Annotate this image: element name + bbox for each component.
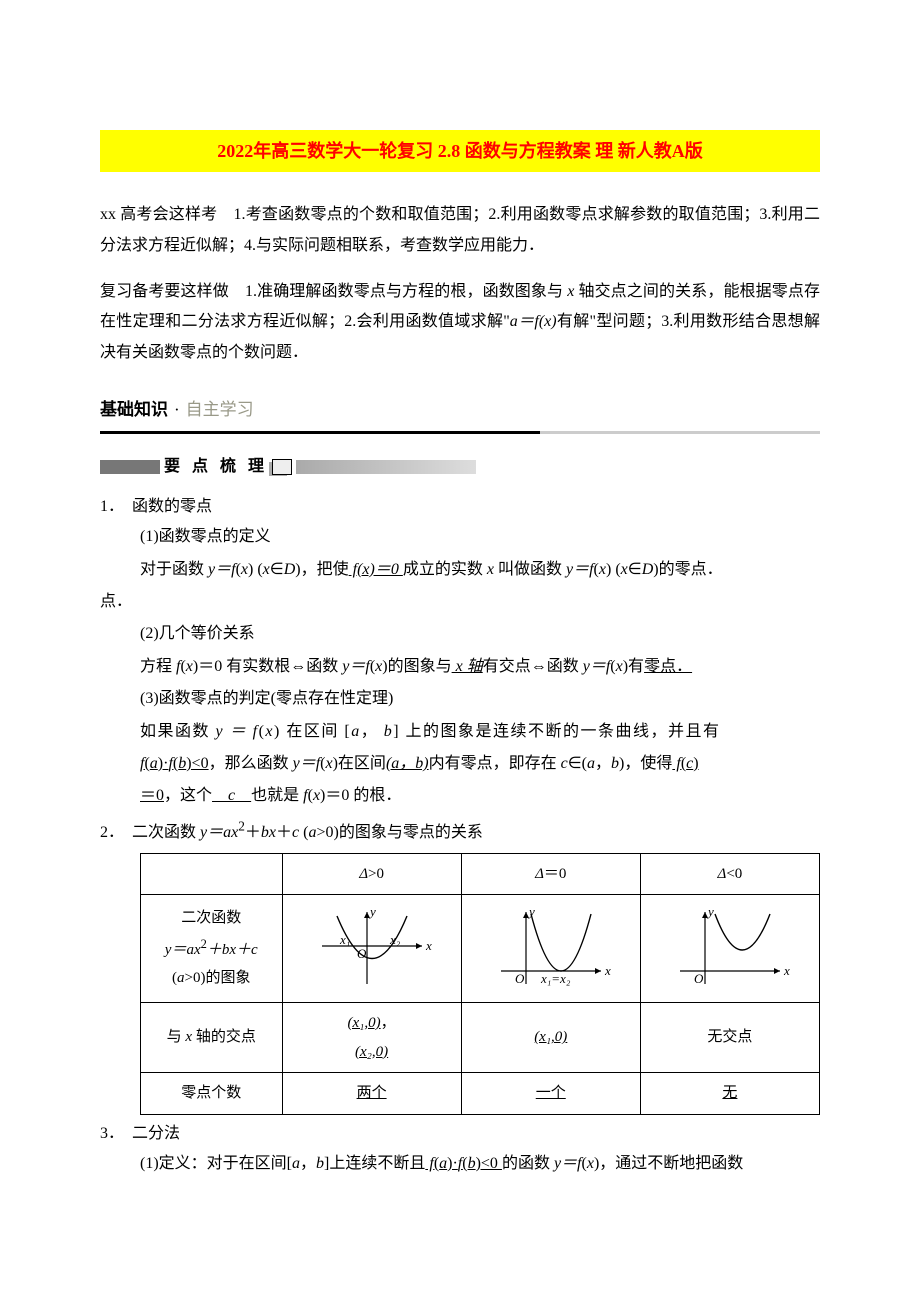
li1-sub3-line3: ＝0，这个 c 也就是 f(x)＝0 的根． xyxy=(140,781,820,811)
discriminant-table: Δ>0 Δ＝0 Δ<0 二次函数 y＝ax2＋bx＋c (a>0)的图象 xyxy=(140,853,820,1115)
svg-text:y: y xyxy=(368,906,376,919)
li3-body: (1)定义：对于在区间[a，b]上连续不断且 f(a)·f(b)<0 的函数 y… xyxy=(100,1149,820,1179)
svg-text:x₂: x₂ xyxy=(389,932,401,947)
svg-text:y: y xyxy=(706,906,714,919)
subhead-text: 要 点 梳 理 xyxy=(164,452,268,482)
doc-title: 2022年高三数学大一轮复习 2.8 函数与方程教案 理 新人教A版 xyxy=(100,130,820,172)
svg-text:x₁=x₂: x₁=x₂ xyxy=(540,971,571,986)
svg-text:O: O xyxy=(694,971,704,986)
svg-text:x: x xyxy=(783,963,790,978)
li1-sub2-title: (2)几个等价关系 xyxy=(140,619,820,649)
li1-sub3-line1: 如果函数 y ＝ f(x) 在区间 [a， b] 上的图象是连续不断的一条曲线，… xyxy=(140,717,820,747)
svg-text:y: y xyxy=(527,906,535,919)
subsection-header: 要 点 梳 理 xyxy=(100,452,820,482)
decor-box xyxy=(272,459,292,475)
table-row: 零点个数 两个 一个 无 xyxy=(141,1073,820,1115)
parabola-one-root: x y O x₁=x₂ xyxy=(461,895,640,1003)
list-item-2: 2．二次函数 y＝ax2＋bx＋c (a>0)的图象与零点的关系 Δ>0 Δ＝0… xyxy=(100,814,820,1115)
section-header: 基础知识 · 自主学习 xyxy=(100,394,820,426)
parabola-two-roots: x y O x₁ x₂ xyxy=(282,895,461,1003)
intro-paragraph-1: xx 高考会这样考 1.考查函数零点的个数和取值范围；2.利用函数零点求解参数的… xyxy=(100,200,820,261)
parabola-no-root: x y O xyxy=(640,895,819,1003)
li1-sub2-body: 方程 f(x)＝0 有实数根⇔函数 y＝f(x)的图象与 x 轴有交点⇔函数 y… xyxy=(140,652,820,682)
li1-sub1-body: 对于函数 y＝f(x) (x∈D)，把使 f(x)＝0 成立的实数 x 叫做函数… xyxy=(100,555,820,585)
list-item-1: 1．函数的零点 (1)函数零点的定义 对于函数 y＝f(x) (x∈D)，把使 … xyxy=(100,492,820,812)
svg-text:x: x xyxy=(604,963,611,978)
li1-sub1-title: (1)函数零点的定义 xyxy=(140,522,820,552)
decor-bar-right xyxy=(296,460,476,474)
decor-bar-left xyxy=(100,460,160,474)
svg-text:x: x xyxy=(425,938,432,953)
svg-text:O: O xyxy=(357,946,367,961)
section-head-sub: 自主学习 xyxy=(186,400,254,419)
section-underline xyxy=(100,431,820,434)
table-row: Δ>0 Δ＝0 Δ<0 xyxy=(141,853,820,895)
svg-text:x₁: x₁ xyxy=(339,932,350,947)
table-row: 与 x 轴的交点 (x₁,0)， (x₂,0) (x₁,0) 无交点 xyxy=(141,1003,820,1073)
li1-sub3-title: (3)函数零点的判定(零点存在性定理) xyxy=(140,684,820,714)
svg-text:O: O xyxy=(515,971,525,986)
table-row: 二次函数 y＝ax2＋bx＋c (a>0)的图象 x xyxy=(141,895,820,1003)
intro-paragraph-2: 复习备考要这样做 1.准确理解函数零点与方程的根，函数图象与 x 轴交点之间的关… xyxy=(100,277,820,368)
section-head-main: 基础知识 xyxy=(100,400,168,419)
li1-sub3-line2: f(a)·f(b)<0，那么函数 y＝f(x)在区间(a，b)内有零点，即存在 … xyxy=(140,749,820,779)
list-item-3: 3．二分法 (1)定义：对于在区间[a，b]上连续不断且 f(a)·f(b)<0… xyxy=(100,1119,820,1180)
